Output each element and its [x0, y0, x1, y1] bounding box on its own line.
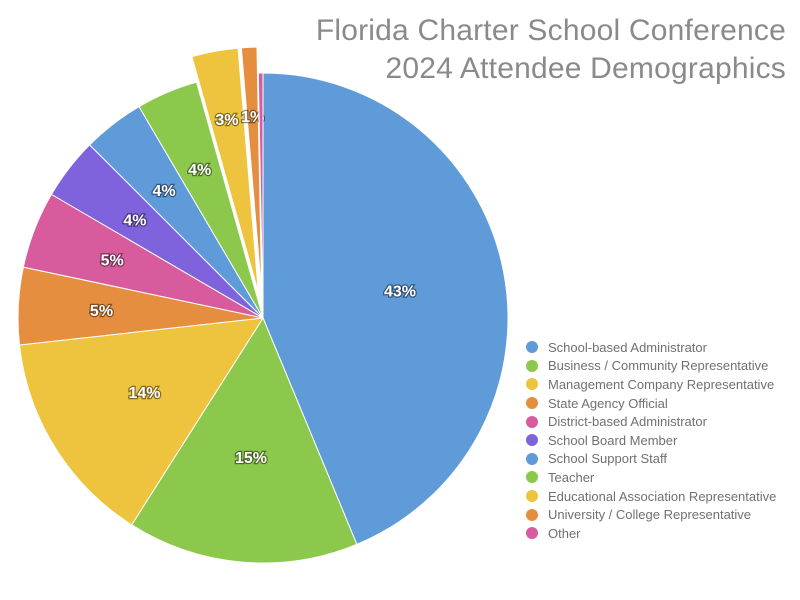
legend-label: State Agency Official	[548, 395, 668, 411]
slice-data-label-7: 4%	[188, 162, 211, 179]
legend-label: District-based Administrator	[548, 414, 707, 430]
legend-swatch	[526, 378, 538, 391]
chart-title: Florida Charter School Conference 2024 A…	[316, 12, 786, 88]
legend-item: Educational Association Representative	[526, 487, 776, 506]
legend-swatch	[526, 359, 538, 372]
pie-slice-2	[18, 317, 264, 526]
legend-swatch	[526, 397, 538, 410]
legend-item: State Agency Official	[526, 394, 776, 413]
legend-item: School-based Administrator	[526, 338, 776, 357]
legend-swatch	[526, 434, 538, 447]
chart-title-line-2: 2024 Attendee Demographics	[385, 52, 786, 85]
pie-slice-8	[191, 47, 259, 293]
legend-item: School Board Member	[526, 431, 776, 450]
legend-item: Business / Community Representative	[526, 357, 776, 376]
legend-label: Teacher	[548, 469, 595, 485]
legend-swatch	[526, 341, 538, 354]
slice-data-label-6: 4%	[153, 183, 176, 200]
legend-item: Teacher	[526, 468, 776, 487]
legend-swatch	[526, 452, 538, 465]
slice-data-label-0: 43%	[384, 284, 416, 301]
slice-data-label-1: 15%	[235, 450, 267, 467]
legend-label: Management Company Representative	[548, 376, 775, 392]
legend-item: District-based Administrator	[526, 412, 776, 431]
slice-data-label-5: 4%	[123, 212, 146, 229]
legend-label: School Support Staff	[548, 451, 668, 467]
legend-swatch	[526, 490, 538, 503]
legend-label: Other	[548, 525, 581, 541]
legend-item: University / College Representative	[526, 505, 776, 524]
legend-label: School Board Member	[548, 432, 678, 448]
legend-item: Other	[526, 524, 776, 543]
slice-data-label-2: 14%	[128, 385, 160, 402]
legend-label: Educational Association Representative	[548, 488, 777, 504]
pie-slice-10	[257, 72, 264, 319]
legend-swatch	[526, 508, 538, 521]
slice-data-label-8: 3%	[215, 112, 238, 129]
legend-item: Management Company Representative	[526, 375, 776, 394]
pie-slice-9	[240, 46, 263, 293]
chart-title-line-1: Florida Charter School Conference	[315, 14, 786, 47]
legend-swatch	[526, 471, 538, 484]
legend-swatch	[526, 415, 538, 428]
legend-label: Business / Community Representative	[548, 358, 769, 374]
slice-data-label-3: 5%	[90, 303, 113, 320]
legend-label: University / College Representative	[548, 507, 752, 523]
pie-slice-0	[262, 72, 509, 545]
legend: School-based Administrator Business / Com…	[526, 338, 776, 543]
legend-swatch	[526, 527, 538, 540]
pie-slice-7	[138, 81, 264, 319]
legend-item: School Support Staff	[526, 450, 776, 469]
legend-label: School-based Administrator	[548, 339, 707, 355]
pie-slice-1	[130, 316, 358, 564]
slice-data-label-4: 5%	[101, 253, 124, 270]
